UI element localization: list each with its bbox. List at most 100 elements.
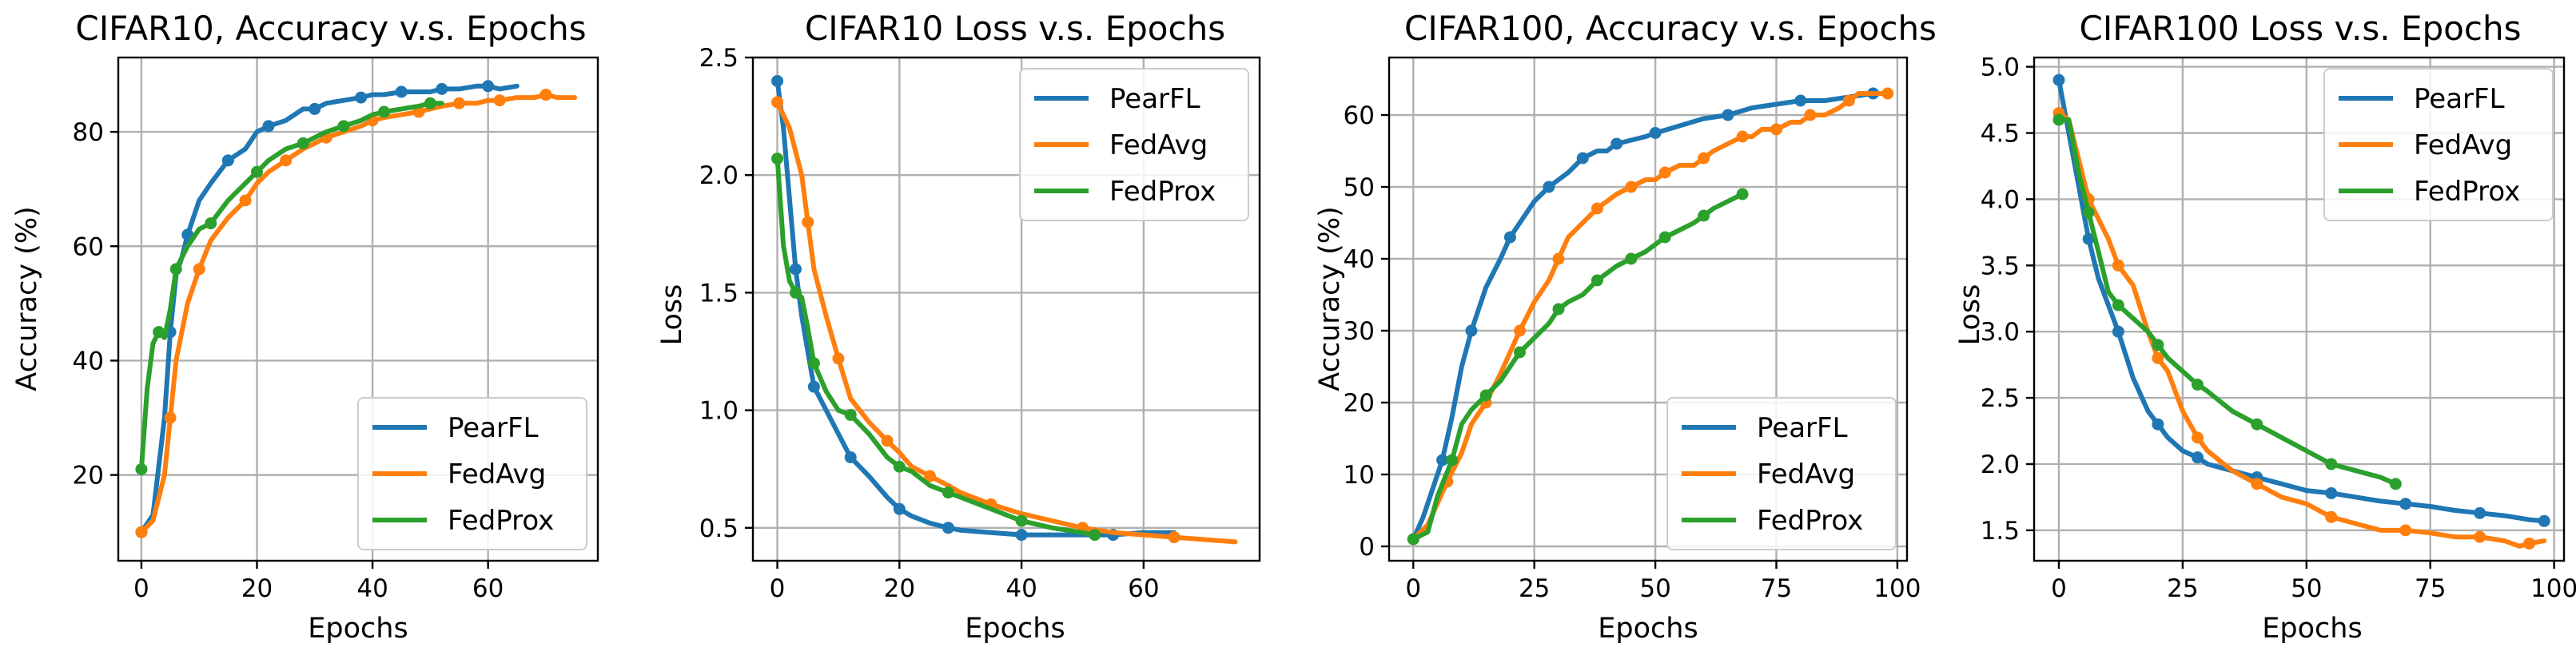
panel-cifar10-accuracy: CIFAR10, Accuracy v.s. Epochs Epochs Acc… [11,9,599,645]
chart-title: CIFAR100 Loss v.s. Epochs [2080,9,2522,48]
data-point-fedprox [297,137,309,149]
data-point-pearfl [1794,94,1807,107]
data-point-fedprox [2325,458,2338,470]
data-point-fedavg [1591,202,1603,215]
data-point-pearfl [482,80,495,93]
data-point-pearfl [395,85,408,98]
data-point-pearfl [436,82,448,95]
data-point-fedprox [1625,252,1638,265]
y-tick-label: 3.5 [1981,252,2020,280]
data-point-pearfl [2052,73,2065,86]
y-tick-label: 2.0 [1981,451,2020,479]
data-point-pearfl [309,102,321,115]
data-point-pearfl [1015,529,1028,542]
data-point-fedprox [424,97,436,109]
data-point-fedavg [1804,109,1817,121]
data-point-fedavg [771,96,784,109]
data-point-pearfl [844,451,857,463]
data-point-fedprox [771,153,784,165]
x-axis-label: Epochs [308,613,408,645]
y-tick-label: 30 [1344,317,1375,346]
legend-label-fedavg: FedAvg [1109,129,1208,161]
data-point-fedavg [1736,130,1749,143]
data-point-fedavg [2112,259,2124,272]
data-point-pearfl [1465,324,1478,337]
legend-box [2323,68,2554,221]
data-point-fedavg [832,352,845,365]
data-point-fedprox [2251,418,2263,431]
y-tick-label: 5.0 [1981,54,2020,82]
x-tick-label: 75 [1761,574,1792,603]
x-axis-label: Epochs [965,613,1065,645]
data-point-pearfl [2191,451,2204,464]
legend: PearFL FedAvg FedProx [1019,68,1249,221]
y-tick-label: 80 [73,118,104,147]
y-tick-label: 60 [1344,101,1375,130]
y-tick-label: 0 [1359,533,1375,562]
data-point-fedprox [337,120,350,133]
x-tick-label: 60 [472,574,504,603]
y-tick-label: 3.0 [1981,318,2020,347]
legend-label-pearfl: PearFL [1109,83,1200,115]
data-point-fedprox [2191,379,2204,391]
legend-label-fedavg: FedAvg [2414,129,2512,161]
x-tick-label: 25 [2167,574,2198,603]
data-point-fedprox [1446,454,1459,466]
data-point-pearfl [893,502,906,515]
axes-frame [2033,56,2566,562]
x-tick-label: 100 [2530,574,2576,603]
data-point-fedprox [2389,478,2402,490]
data-point-fedprox [1407,533,1419,546]
y-axis-label: Loss [1954,284,1986,346]
data-point-pearfl [807,380,820,393]
x-tick-label: 0 [133,574,149,603]
data-point-pearfl [942,522,954,534]
series-line-fedprox [2056,117,2399,486]
series-line-pearfl [2056,77,2547,524]
data-point-fedavg [453,97,466,109]
data-point-fedprox [1514,346,1527,359]
y-tick-label: 4.0 [1981,185,2020,214]
x-axis-label: Epochs [2262,613,2362,645]
data-point-fedprox [2112,299,2124,312]
y-tick-label: 20 [1344,389,1375,418]
y-tick-label: 2.5 [699,44,739,73]
x-tick-label: 50 [2291,574,2322,603]
data-point-pearfl [2325,486,2338,499]
x-tick-label: 0 [1405,574,1421,603]
legend: PearFL FedAvg FedProx [2323,68,2554,221]
x-tick-label: 50 [1639,574,1670,603]
data-point-pearfl [789,263,802,276]
data-point-fedavg [239,194,252,207]
legend-label-pearfl: PearFL [448,412,539,444]
y-tick-label: 1.0 [699,397,739,426]
data-point-fedavg [924,470,937,482]
data-point-fedprox [2052,113,2065,126]
legend-label-fedavg: FedAvg [1757,459,1855,490]
data-point-fedavg [539,89,552,101]
data-point-fedprox [378,105,391,118]
series-line-fedavg [2056,110,2547,549]
panel-cifar100-loss: CIFAR100 Loss v.s. Epochs Epochs Loss 0 2… [1954,9,2576,645]
chart-title: CIFAR10 Loss v.s. Epochs [805,9,1225,48]
data-point-fedavg [2251,478,2263,490]
data-point-fedprox [1658,231,1671,244]
data-point-fedprox [942,486,954,499]
data-point-fedprox [250,165,263,178]
data-point-fedavg [2152,351,2164,364]
x-tick-label: 40 [1005,574,1037,603]
series-line-pearfl [1411,91,1890,542]
data-point-fedprox [807,357,820,370]
data-point-pearfl [1543,181,1555,193]
data-point-fedprox [893,460,906,473]
data-point-fedavg [2191,431,2204,444]
series-line-fedavg [774,99,1238,545]
data-point-fedavg [881,435,894,447]
data-point-fedprox [135,462,148,475]
y-tick-label: 20 [73,462,104,490]
y-tick-label: 4.5 [1981,120,2020,149]
data-point-fedprox [1736,188,1749,200]
y-tick-label: 50 [1344,173,1375,202]
y-tick-label: 40 [1344,245,1375,274]
